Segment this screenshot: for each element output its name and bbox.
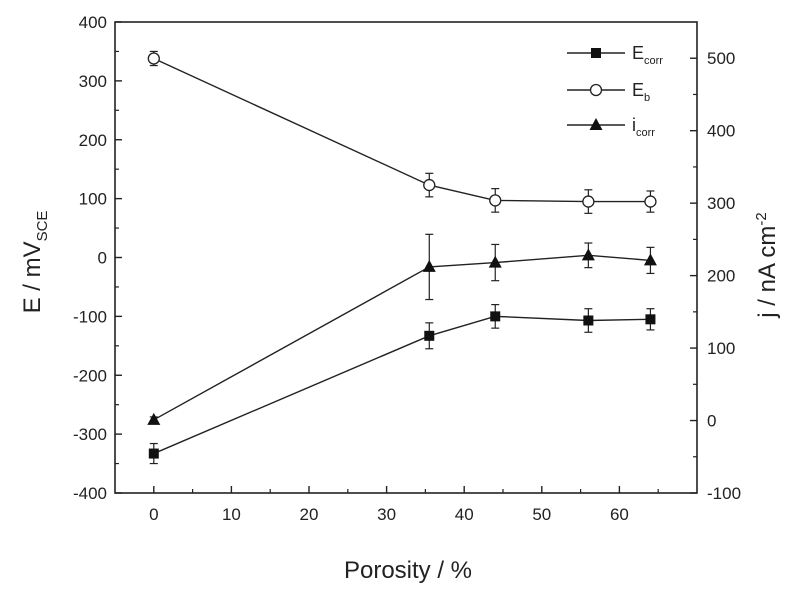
point-e-corr-0 (148, 448, 159, 459)
legend-item-ecorr: Ecorr (567, 43, 663, 67)
legend-marker-eb (589, 83, 603, 97)
y-right-axis-label: j / nA cm-2 (753, 212, 781, 318)
y-right-tick-label-6: 500 (707, 49, 735, 68)
y-left-tick-label-6: 200 (79, 131, 107, 150)
point-e-b-0 (147, 52, 160, 65)
y-right-ticks: -100 0 100 200 300 400 500 (690, 49, 741, 503)
point-e-b-1 (423, 178, 436, 192)
x-axis-label: Porosity / % (344, 557, 472, 584)
legend-marker-ecorr (591, 48, 601, 58)
x-tick-label-6: 60 (610, 505, 629, 524)
legend-label-icorr-main: i (632, 115, 636, 135)
series-line-e-corr (153, 315, 651, 455)
series-e-b (147, 50, 657, 214)
legend-label-eb: Eb (632, 80, 650, 104)
x-tick-label-0: 0 (149, 505, 158, 524)
y-right-tick-label-2: 100 (707, 339, 735, 358)
legend-item-eb: Eb (567, 80, 650, 104)
series-layer (147, 50, 657, 465)
legend-label-ecorr-main: E (632, 43, 644, 63)
y-left-axis-label-sub: SCE (34, 211, 51, 242)
y-left-tick-label-4: 0 (98, 249, 107, 268)
legend-label-eb-sub: b (644, 92, 650, 104)
point-e-corr-3 (583, 315, 594, 326)
series-line-e-b (153, 57, 651, 203)
point-i-corr-2 (488, 255, 502, 268)
point-e-b-4 (644, 195, 657, 208)
point-i-corr-4 (643, 253, 657, 266)
point-e-corr-2 (490, 311, 501, 322)
legend: Ecorr Eb icorr (567, 43, 663, 139)
y-left-tick-label-1: -300 (73, 425, 107, 444)
x-tick-label-1: 10 (222, 505, 241, 524)
legend-label-icorr-sub: corr (636, 127, 655, 139)
series-line-i-corr (153, 254, 651, 421)
y-left-ticks: -400 -300 -200 -100 0 100 200 300 400 (73, 13, 122, 503)
x-tick-label-5: 50 (532, 505, 551, 524)
legend-label-ecorr-sub: corr (644, 55, 663, 67)
y-right-tick-label-4: 300 (707, 194, 735, 213)
y-left-tick-label-0: -400 (73, 484, 107, 503)
point-e-corr-4 (645, 314, 656, 325)
y-left-axis-label-main: E / mV (19, 241, 46, 313)
y-left-tick-label-7: 300 (79, 72, 107, 91)
y-left-axis-label: E / mVSCE (19, 211, 51, 314)
legend-label-eb-main: E (632, 80, 644, 100)
x-ticks: 0 10 20 30 40 50 60 (149, 486, 659, 524)
y-left-tick-label-5: 100 (79, 190, 107, 209)
y-left-tick-label-3: -100 (73, 307, 107, 326)
y-left-tick-label-8: 400 (79, 13, 107, 32)
legend-label-icorr: icorr (632, 115, 655, 139)
series-i-corr (147, 233, 657, 425)
y-right-axis-label-sup: -2 (753, 212, 770, 225)
point-i-corr-3 (581, 248, 595, 261)
legend-marker-icorr (589, 118, 603, 130)
point-e-corr-1 (424, 330, 435, 341)
point-e-b-2 (489, 194, 502, 207)
x-tick-label-4: 40 (455, 505, 474, 524)
x-tick-label-3: 30 (377, 505, 396, 524)
series-e-corr (148, 304, 656, 465)
point-i-corr-0 (147, 412, 161, 425)
y-right-tick-label-0: -100 (707, 484, 741, 503)
y-right-axis-label-main: j / nA cm (754, 226, 781, 319)
y-right-tick-label-5: 400 (707, 122, 735, 141)
legend-item-icorr: icorr (567, 115, 655, 139)
y-right-tick-label-1: 0 (707, 412, 716, 431)
point-e-b-3 (582, 195, 595, 208)
x-tick-label-2: 20 (300, 505, 319, 524)
legend-label-ecorr: Ecorr (632, 43, 663, 67)
y-right-tick-label-3: 200 (707, 267, 735, 286)
point-i-corr-1 (422, 259, 436, 272)
y-left-tick-label-2: -200 (73, 366, 107, 385)
